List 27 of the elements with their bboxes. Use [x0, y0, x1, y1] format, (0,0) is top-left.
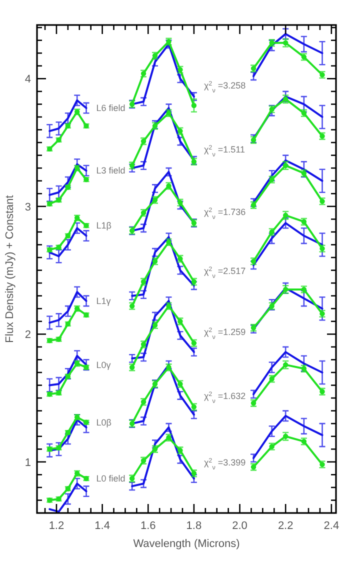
annotation: L6 field [96, 103, 126, 114]
x-tick-label: 1.4 [94, 520, 110, 532]
y-axis-title: Flux Density (mJy) + Constant [4, 195, 16, 343]
annotation: L3 field [96, 166, 126, 176]
annotation: χ$^{2}$$_{ν}$ =2.517 [204, 265, 246, 280]
annotation: L1β [96, 220, 112, 231]
y-tick-label: 2 [24, 329, 31, 342]
annotation: χ$^{2}$$_{ν}$ =3.399 [204, 456, 246, 471]
y-tick-label: 1 [24, 456, 31, 469]
x-tick-label: 2.4 [324, 520, 340, 532]
annotation: χ$^{2}$$_{ν}$ =1.632 [204, 390, 246, 404]
annotation: L0β [96, 417, 112, 428]
annotation: χ$^{2}$$_{ν}$ =3.258 [204, 80, 246, 94]
x-axis-title: Wavelength (Microns) [133, 538, 240, 550]
x-tick-label: 2.2 [278, 520, 294, 532]
x-tick-label: 1.8 [186, 520, 202, 532]
annotation: L0γ [96, 360, 112, 370]
annotation: χ$^{2}$$_{ν}$ =1.511 [204, 144, 245, 158]
x-tick-label: 1.2 [48, 520, 64, 532]
x-tick-label: 1.6 [140, 520, 156, 532]
x-tick-label: 2.0 [232, 520, 248, 532]
y-tick-label: 4 [24, 74, 31, 86]
annotation: L0 field [96, 474, 126, 484]
y-tick-label: 3 [24, 201, 31, 214]
annotation: χ$^{2}$$_{ν}$ =1.736 [204, 206, 246, 221]
annotation: L1γ [96, 296, 112, 306]
annotation: χ$^{2}$$_{ν}$ =1.259 [204, 326, 246, 341]
